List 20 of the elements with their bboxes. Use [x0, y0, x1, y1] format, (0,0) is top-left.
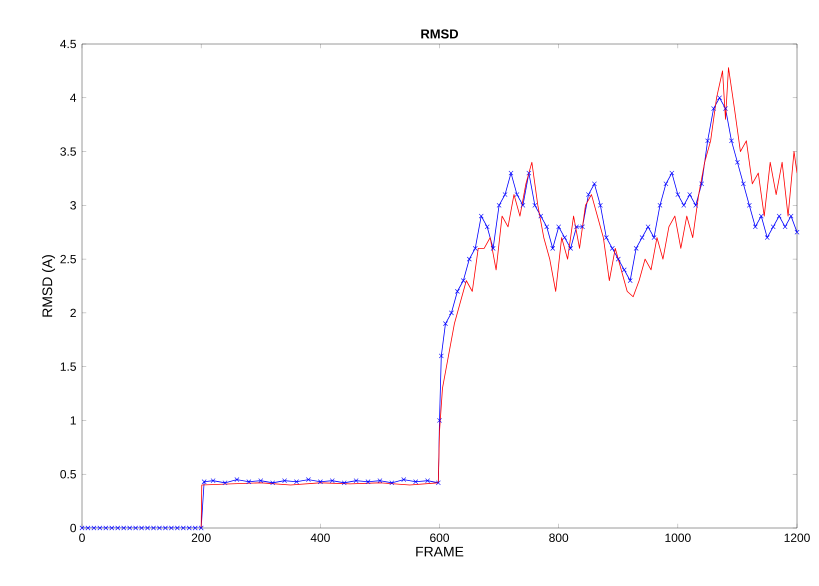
- x-axis-title: FRAME: [416, 546, 464, 556]
- y-tick-label: 0.5: [60, 470, 76, 478]
- x-tick-label: 800: [549, 534, 568, 542]
- x-tick-label: 1000: [665, 534, 691, 542]
- y-tick-label: 2.5: [60, 254, 76, 264]
- y-tick-label: 4.5: [60, 40, 76, 48]
- y-tick-label: 2: [70, 308, 76, 318]
- x-tick-label: 200: [192, 534, 211, 542]
- y-tick-label: 1: [70, 416, 76, 425]
- y-tick-label: 3.5: [60, 147, 76, 156]
- y-tick-label: 4: [70, 94, 76, 102]
- y-tick-label: 0: [70, 524, 76, 532]
- x-tick-label: 0: [79, 534, 85, 542]
- x-tick-label: 600: [430, 534, 450, 542]
- x-tick-label: 1200: [784, 534, 810, 542]
- y-tick-label: 3: [70, 201, 76, 210]
- y-axis-title: RMSD (A): [42, 255, 56, 317]
- x-tick-label: 400: [310, 534, 330, 542]
- y-tick-label: 1.5: [60, 362, 76, 371]
- chart-title: RMSD: [421, 29, 458, 38]
